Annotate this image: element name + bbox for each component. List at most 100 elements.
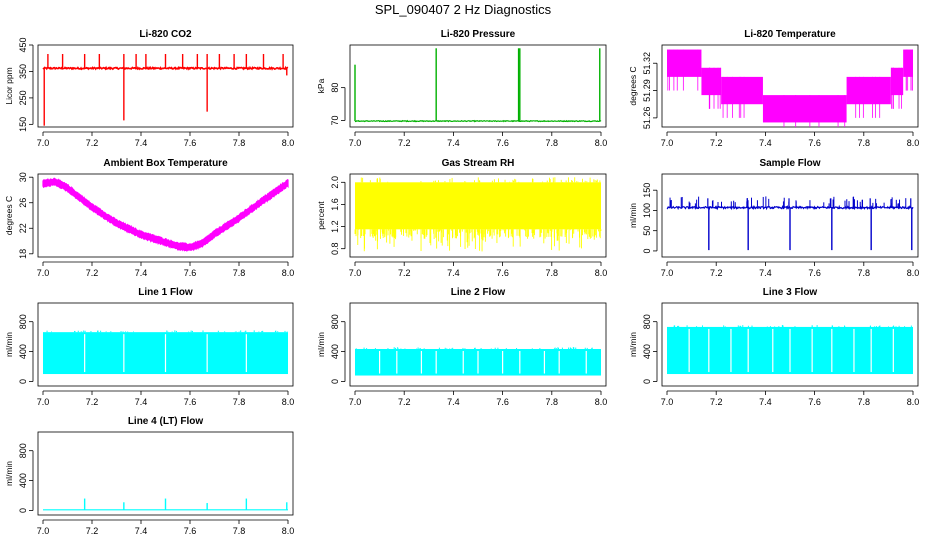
- chart-panel-co2: Li-820 CO2 7.0 7.2 7.4 7.6 7.8 8.0 150 250 350 450…: [4, 29, 294, 148]
- x-tick-label: 7.6: [808, 397, 821, 407]
- series-band: [903, 49, 913, 77]
- y-axis-label: Licor ppm: [4, 67, 14, 104]
- data-layer: [354, 48, 602, 123]
- y-axis-label: ml/min: [316, 332, 326, 357]
- y-tick-label: 70: [330, 115, 340, 125]
- x-tick-label: 7.6: [184, 138, 197, 148]
- y-axis-label: ml/min: [4, 332, 14, 357]
- plot-frame: [661, 173, 919, 258]
- chart-panel-line1: Line 1 Flow 7.0 7.2 7.4 7.6 7.8 8.0 0 400 800 ml/m…: [4, 287, 294, 407]
- series-band: [890, 67, 904, 96]
- series-band: [667, 49, 702, 77]
- x-tick-label: 7.4: [135, 526, 148, 536]
- figure-title: SPL_090407 2 Hz Diagnostics: [374, 2, 552, 17]
- y-tick-label: 0: [18, 508, 28, 513]
- y-tick-label: 51.26: [642, 107, 652, 130]
- y-tick-label: 1.6: [330, 198, 340, 211]
- y-tick-label: 800: [18, 443, 28, 458]
- data-layer: [42, 53, 289, 126]
- series-band: [355, 182, 601, 230]
- x-tick-label: 7.8: [858, 268, 871, 278]
- x-tick-label: 7.8: [858, 138, 871, 148]
- x-tick-label: 7.0: [37, 526, 50, 536]
- panel-title: Sample Flow: [759, 158, 820, 169]
- series-band: [42, 177, 289, 252]
- series-band: [846, 76, 891, 105]
- data-layer: [354, 177, 602, 252]
- y-tick-label: 26: [18, 198, 28, 208]
- x-tick-label: 7.4: [759, 138, 772, 148]
- y-axis-label: degrees C: [628, 66, 638, 105]
- y-tick-label: 250: [18, 90, 28, 105]
- y-tick-label: 51.29: [642, 79, 652, 102]
- plot-frame: [661, 44, 919, 128]
- y-tick-label: 30: [18, 172, 28, 182]
- chart-panel-pressure: Li-820 Pressure 7.0 7.2 7.4 7.6 7.8 8.0 70 80 kPa: [316, 29, 607, 148]
- data-layer: [43, 330, 288, 375]
- series-band: [762, 95, 847, 123]
- x-tick-label: 7.0: [349, 397, 362, 407]
- panel-title: Li-820 Pressure: [441, 29, 516, 40]
- y-tick-label: 400: [18, 473, 28, 488]
- y-tick-label: 100: [642, 203, 652, 218]
- x-tick-label: 7.4: [447, 268, 460, 278]
- x-tick-label: 7.4: [135, 138, 148, 148]
- x-tick-label: 7.6: [496, 397, 509, 407]
- plot-frame: [37, 173, 294, 258]
- y-tick-label: 1.2: [330, 220, 340, 233]
- x-tick-label: 7.0: [37, 397, 50, 407]
- x-tick-label: 7.4: [759, 268, 772, 278]
- y-tick-label: 0: [330, 379, 340, 384]
- y-tick-label: 150: [642, 183, 652, 198]
- x-tick-label: 7.8: [546, 397, 559, 407]
- y-tick-label: 0.8: [330, 242, 340, 255]
- x-tick-label: 7.6: [496, 268, 509, 278]
- x-tick-label: 7.6: [184, 526, 197, 536]
- x-tick-label: 7.2: [86, 138, 99, 148]
- x-tick-label: 7.8: [546, 138, 559, 148]
- y-tick-label: 2.0: [330, 176, 340, 189]
- plot-frame: [37, 302, 294, 387]
- x-tick-label: 7.6: [184, 397, 197, 407]
- data-layer: [667, 49, 913, 127]
- x-tick-label: 7.6: [184, 268, 197, 278]
- y-tick-label: 400: [18, 344, 28, 359]
- series-band: [721, 76, 763, 105]
- x-tick-label: 7.2: [398, 138, 411, 148]
- x-tick-label: 7.2: [86, 397, 99, 407]
- x-tick-label: 7.0: [349, 268, 362, 278]
- x-tick-label: 7.0: [661, 138, 674, 148]
- x-tick-label: 8.0: [282, 138, 295, 148]
- panel-title: Li-820 Temperature: [744, 29, 836, 40]
- y-tick-label: 0: [642, 248, 652, 253]
- y-tick-label: 80: [330, 83, 340, 93]
- x-tick-label: 7.8: [233, 268, 246, 278]
- plot-frame: [349, 302, 607, 387]
- x-tick-label: 7.8: [858, 397, 871, 407]
- x-tick-label: 8.0: [907, 397, 920, 407]
- y-tick-label: 50: [642, 226, 652, 236]
- panel-title: Line 3 Flow: [763, 287, 818, 298]
- plot-frame: [37, 44, 294, 128]
- y-axis-label: ml/min: [628, 332, 638, 357]
- panel-title: Line 2 Flow: [451, 287, 506, 298]
- y-axis-label: ml/min: [4, 461, 14, 486]
- x-tick-label: 7.2: [710, 397, 723, 407]
- chart-panel-boxtemp: Ambient Box Temperature 7.0 7.2 7.4 7.6 7.8 8.…: [4, 158, 294, 278]
- panel-title: Ambient Box Temperature: [103, 158, 228, 169]
- plot-frame: [349, 44, 607, 128]
- x-tick-label: 7.4: [135, 268, 148, 278]
- chart-panel-line4: Line 4 (LT) Flow 7.0 7.2 7.4 7.6 7.8 8.0 0 400 80…: [4, 416, 294, 536]
- series-band: [701, 67, 722, 96]
- data-layer: [667, 325, 913, 375]
- x-tick-label: 8.0: [282, 526, 295, 536]
- plot-frame: [37, 431, 294, 516]
- x-tick-label: 8.0: [282, 268, 295, 278]
- x-tick-label: 7.6: [808, 138, 821, 148]
- y-tick-label: 400: [330, 344, 340, 359]
- data-layer: [43, 498, 288, 511]
- x-tick-label: 7.8: [546, 268, 559, 278]
- x-tick-label: 7.2: [398, 268, 411, 278]
- data-layer: [666, 196, 914, 251]
